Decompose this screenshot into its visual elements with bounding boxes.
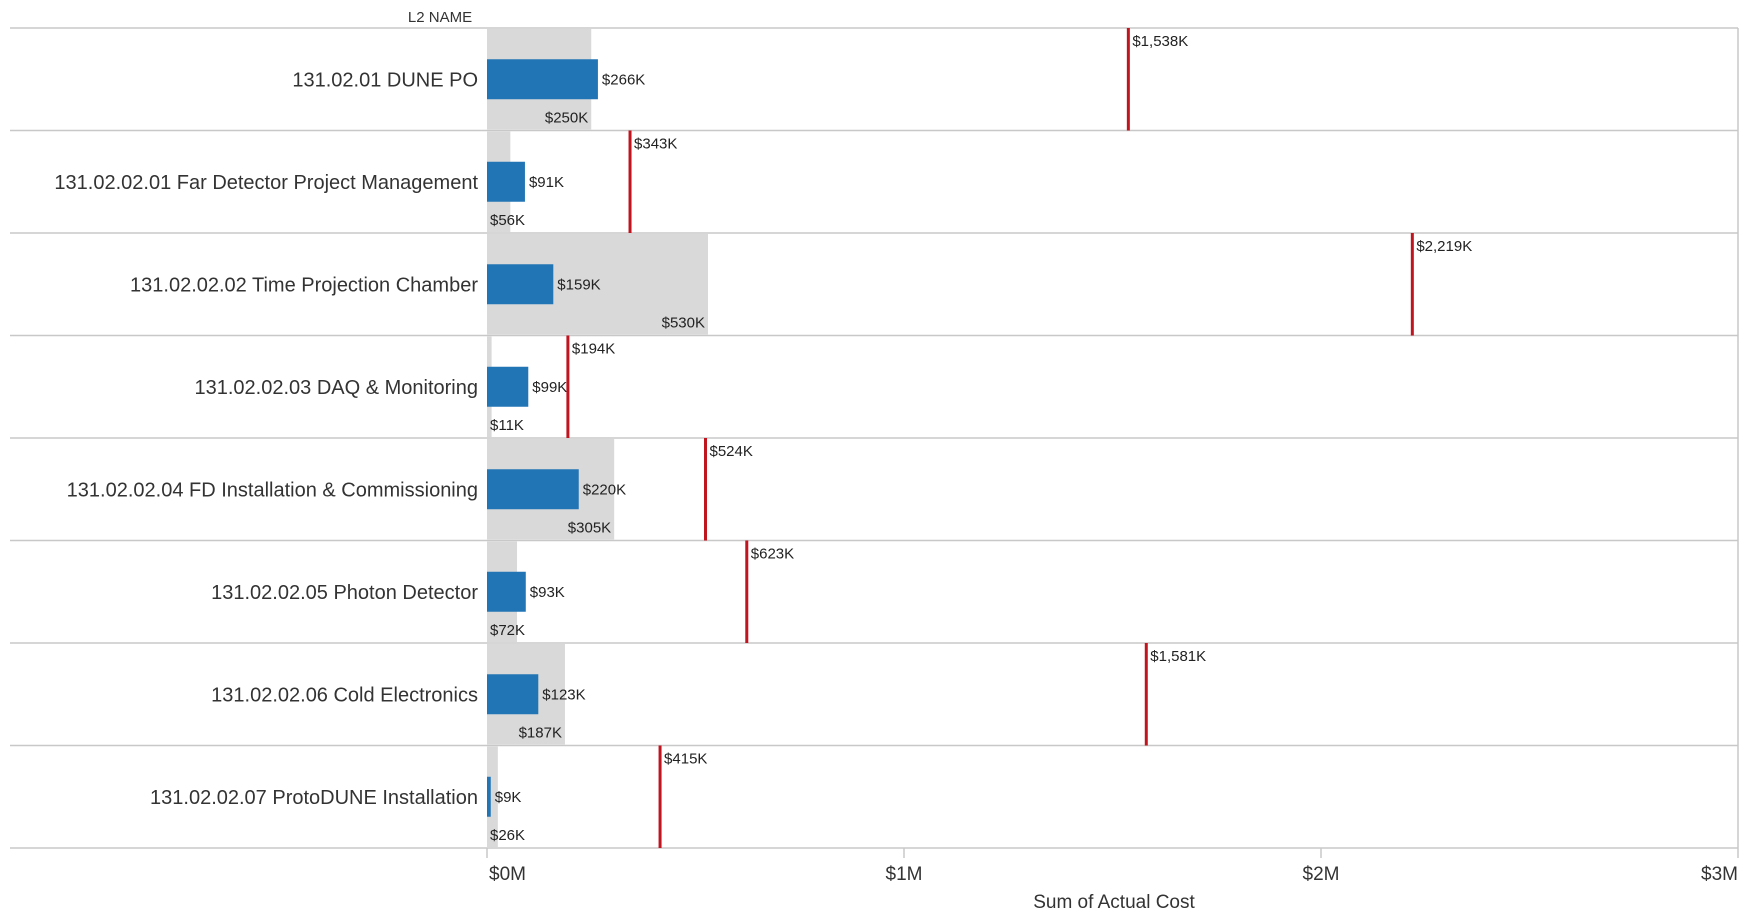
x-tick-label: $2M [1303,864,1340,885]
actual-bar [487,776,491,817]
actual-bar-label: $159K [557,276,600,293]
background-bar-label: $56K [490,212,525,229]
chart-row: 131.02.02.05 Photon Detector $72K $93K $623… [211,540,794,643]
x-tick-label: $0M [489,864,526,885]
reference-line-label: $623K [751,546,794,563]
chart-row: 131.02.02.03 DAQ & Monitoring $11K $99K $19… [194,335,615,438]
actual-bar [487,264,554,305]
category-label: 131.02.02.06 Cold Electronics [211,684,478,706]
category-label: 131.02.02.03 DAQ & Monitoring [194,377,478,399]
actual-bar-label: $93K [530,584,565,601]
x-tick-label: $3M [1701,864,1738,885]
actual-bar [487,59,598,100]
background-bar [487,746,498,847]
column-header: L2 NAME [408,9,472,26]
actual-bar [487,161,525,202]
reference-line-label: $524K [710,443,753,460]
category-label: 131.02.02.05 Photon Detector [211,582,478,604]
x-axis-title: Sum of Actual Cost [1033,892,1195,913]
chart-row: 131.02.01 DUNE PO $250K $266K $1,538K [292,28,1188,131]
category-label: 131.02.02.01 Far Detector Project Manage… [54,172,478,194]
background-bar-label: $26K [490,827,525,844]
x-tick-label: $1M [886,864,923,885]
actual-bar [487,571,526,612]
chart-row: 131.02.02.06 Cold Electronics $187K $123K $… [211,643,1206,746]
reference-line-label: $2,219K [1416,238,1472,255]
actual-bar [487,674,539,715]
reference-line-label: $1,581K [1150,648,1206,665]
reference-line-label: $343K [634,136,677,153]
actual-bar [487,366,529,407]
category-label: 131.02.02.07 ProtoDUNE Installation [150,787,478,809]
chart-row: 131.02.02.02 Time Projection Chamber $530… [130,233,1472,336]
rows-layer: 131.02.01 DUNE PO$250K$266K$1,538K131.02… [10,27,1739,849]
reference-line-label: $194K [572,341,615,358]
actual-bar-label: $266K [602,71,645,88]
background-bar-label: $187K [519,725,562,742]
category-label: 131.02.01 DUNE PO [292,69,478,91]
actual-bar [487,469,579,510]
reference-line-label: $1,538K [1132,33,1188,50]
actual-bar-label: $99K [532,379,567,396]
chart-row: 131.02.02.07 ProtoDUNE Installation $26K $… [150,745,707,848]
background-bar-label: $72K [490,622,525,639]
background-bar-label: $11K [490,417,524,434]
category-label: 131.02.02.04 FD Installation & Commissio… [67,479,478,501]
actual-bar-label: $9K [495,789,522,806]
x-axis: $0M $1M $2M $3M [486,848,1739,885]
background-bar-label: $530K [662,315,705,332]
chart-row: 131.02.02.01 Far Detector Project Manage… [54,130,677,233]
background-bar-label: $250K [545,110,588,127]
chart-row: 131.02.02.04 FD Installation & Commissio… [67,438,753,541]
actual-bar-label: $220K [583,481,626,498]
background-bar-label: $305K [568,520,611,537]
reference-line-label: $415K [664,751,707,768]
category-label: 131.02.02.02 Time Projection Chamber [130,274,478,296]
actual-bar-label: $91K [529,174,564,191]
actual-bar-label: $123K [542,686,585,703]
